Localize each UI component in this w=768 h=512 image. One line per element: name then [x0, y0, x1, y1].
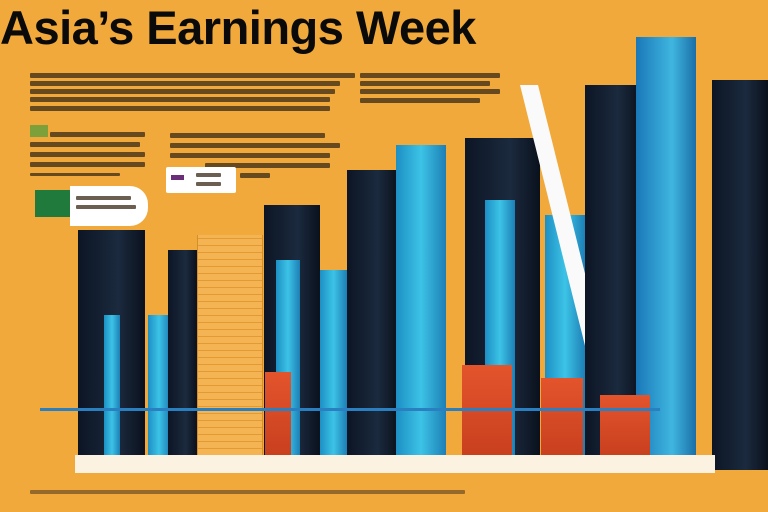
baseline-line	[40, 408, 660, 411]
info-pill	[70, 186, 148, 226]
tower-face	[104, 315, 120, 455]
legend-box	[166, 167, 236, 193]
red-block	[265, 372, 291, 455]
tower	[168, 250, 197, 455]
tower	[636, 37, 696, 455]
tower	[712, 80, 768, 470]
red-block	[541, 378, 583, 455]
green-legend-swatch	[30, 125, 48, 137]
grid-panel	[197, 235, 263, 455]
red-block	[600, 395, 650, 455]
tower	[347, 170, 398, 455]
baseline-band	[75, 455, 715, 473]
tower	[396, 145, 446, 455]
tower	[148, 315, 170, 455]
tower	[585, 85, 640, 455]
green-block	[35, 190, 70, 217]
purple-legend-swatch	[171, 175, 184, 180]
page-title: Asia’s Earnings Week	[0, 1, 476, 54]
tower	[320, 270, 347, 455]
